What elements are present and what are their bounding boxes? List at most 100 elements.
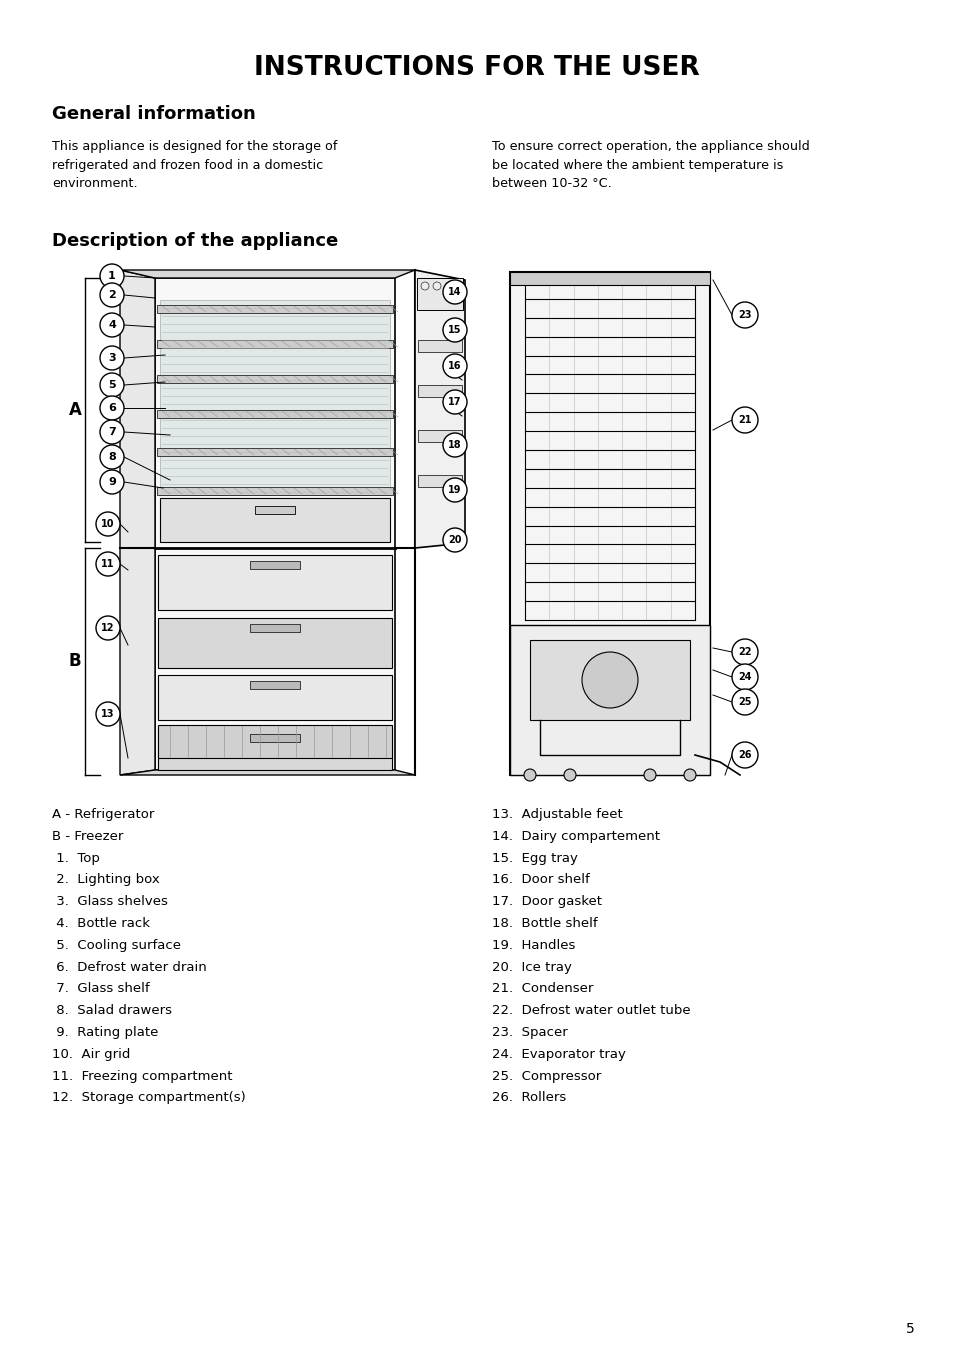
- Polygon shape: [417, 430, 461, 442]
- Text: 22.  Defrost water outlet tube: 22. Defrost water outlet tube: [492, 1004, 690, 1017]
- Text: 1.  Top: 1. Top: [52, 851, 100, 865]
- Circle shape: [442, 478, 467, 503]
- Polygon shape: [416, 278, 462, 309]
- Circle shape: [442, 280, 467, 304]
- Polygon shape: [157, 449, 393, 457]
- Text: 12.  Storage compartment(s): 12. Storage compartment(s): [52, 1092, 246, 1104]
- Text: B - Freezer: B - Freezer: [52, 830, 123, 843]
- Text: 26.  Rollers: 26. Rollers: [492, 1092, 566, 1104]
- Text: 20: 20: [448, 535, 461, 544]
- Text: A - Refrigerator: A - Refrigerator: [52, 808, 154, 821]
- Polygon shape: [254, 507, 294, 513]
- Circle shape: [100, 282, 124, 307]
- Circle shape: [731, 689, 758, 715]
- Circle shape: [442, 317, 467, 342]
- Circle shape: [100, 470, 124, 494]
- Circle shape: [433, 282, 440, 290]
- Circle shape: [581, 653, 638, 708]
- Circle shape: [563, 769, 576, 781]
- Text: 5: 5: [904, 1323, 913, 1336]
- Text: 3: 3: [108, 353, 115, 363]
- Circle shape: [643, 769, 656, 781]
- Polygon shape: [417, 385, 461, 397]
- Circle shape: [100, 444, 124, 469]
- Text: 16: 16: [448, 361, 461, 372]
- Text: 9: 9: [108, 477, 116, 486]
- Polygon shape: [250, 681, 299, 689]
- Text: 14.  Dairy compartement: 14. Dairy compartement: [492, 830, 659, 843]
- Polygon shape: [510, 272, 709, 285]
- Circle shape: [731, 407, 758, 434]
- Circle shape: [96, 703, 120, 725]
- Text: To ensure correct operation, the appliance should
be located where the ambient t: To ensure correct operation, the applian…: [492, 141, 809, 190]
- Text: 24.  Evaporator tray: 24. Evaporator tray: [492, 1048, 625, 1061]
- Circle shape: [100, 346, 124, 370]
- Text: 18: 18: [448, 440, 461, 450]
- Polygon shape: [160, 300, 390, 494]
- Polygon shape: [157, 409, 393, 417]
- Text: 17: 17: [448, 397, 461, 407]
- Text: 18.  Bottle shelf: 18. Bottle shelf: [492, 917, 597, 929]
- Circle shape: [96, 512, 120, 536]
- Text: 6: 6: [108, 403, 116, 413]
- Circle shape: [100, 263, 124, 288]
- Text: 4: 4: [108, 320, 116, 330]
- Polygon shape: [157, 486, 393, 494]
- Text: General information: General information: [52, 105, 255, 123]
- Text: 7.  Glass shelf: 7. Glass shelf: [52, 982, 150, 996]
- Text: 23.  Spacer: 23. Spacer: [492, 1025, 567, 1039]
- Polygon shape: [417, 476, 461, 486]
- Polygon shape: [250, 561, 299, 569]
- Text: 26: 26: [738, 750, 751, 761]
- Text: 2.  Lighting box: 2. Lighting box: [52, 873, 159, 886]
- Polygon shape: [158, 617, 392, 667]
- Circle shape: [442, 354, 467, 378]
- Polygon shape: [157, 305, 393, 313]
- Text: 13.  Adjustable feet: 13. Adjustable feet: [492, 808, 622, 821]
- Text: 9.  Rating plate: 9. Rating plate: [52, 1025, 158, 1039]
- Circle shape: [731, 639, 758, 665]
- Text: 19: 19: [448, 485, 461, 494]
- Text: 1: 1: [108, 272, 115, 281]
- Polygon shape: [250, 734, 299, 742]
- Polygon shape: [160, 499, 390, 542]
- Circle shape: [731, 303, 758, 328]
- Text: 6.  Defrost water drain: 6. Defrost water drain: [52, 961, 207, 974]
- Text: 25: 25: [738, 697, 751, 707]
- Text: 3.  Glass shelves: 3. Glass shelves: [52, 896, 168, 908]
- Polygon shape: [417, 295, 461, 307]
- Polygon shape: [530, 640, 689, 720]
- Text: 11.  Freezing compartment: 11. Freezing compartment: [52, 1070, 233, 1082]
- Circle shape: [442, 390, 467, 413]
- Polygon shape: [120, 770, 415, 775]
- Text: 5: 5: [108, 380, 115, 390]
- Text: 19.  Handles: 19. Handles: [492, 939, 575, 952]
- Text: 23: 23: [738, 309, 751, 320]
- Text: Description of the appliance: Description of the appliance: [52, 232, 338, 250]
- Text: 10.  Air grid: 10. Air grid: [52, 1048, 131, 1061]
- Text: 12: 12: [101, 623, 114, 634]
- Text: 4.  Bottle rack: 4. Bottle rack: [52, 917, 150, 929]
- Text: 8.  Salad drawers: 8. Salad drawers: [52, 1004, 172, 1017]
- Polygon shape: [510, 626, 709, 775]
- Text: 7: 7: [108, 427, 115, 436]
- Text: 15.  Egg tray: 15. Egg tray: [492, 851, 578, 865]
- Polygon shape: [417, 340, 461, 353]
- Text: 21: 21: [738, 415, 751, 426]
- Text: B: B: [69, 653, 81, 670]
- Circle shape: [442, 434, 467, 457]
- Circle shape: [100, 373, 124, 397]
- Polygon shape: [120, 270, 415, 278]
- Text: 17.  Door gasket: 17. Door gasket: [492, 896, 601, 908]
- Text: 11: 11: [101, 559, 114, 569]
- Text: 2: 2: [108, 290, 115, 300]
- Text: 14: 14: [448, 286, 461, 297]
- Circle shape: [100, 420, 124, 444]
- Circle shape: [442, 528, 467, 553]
- Circle shape: [96, 553, 120, 576]
- Text: 24: 24: [738, 671, 751, 682]
- Text: 13: 13: [101, 709, 114, 719]
- Text: 10: 10: [101, 519, 114, 530]
- Text: 20.  Ice tray: 20. Ice tray: [492, 961, 571, 974]
- Circle shape: [444, 282, 453, 290]
